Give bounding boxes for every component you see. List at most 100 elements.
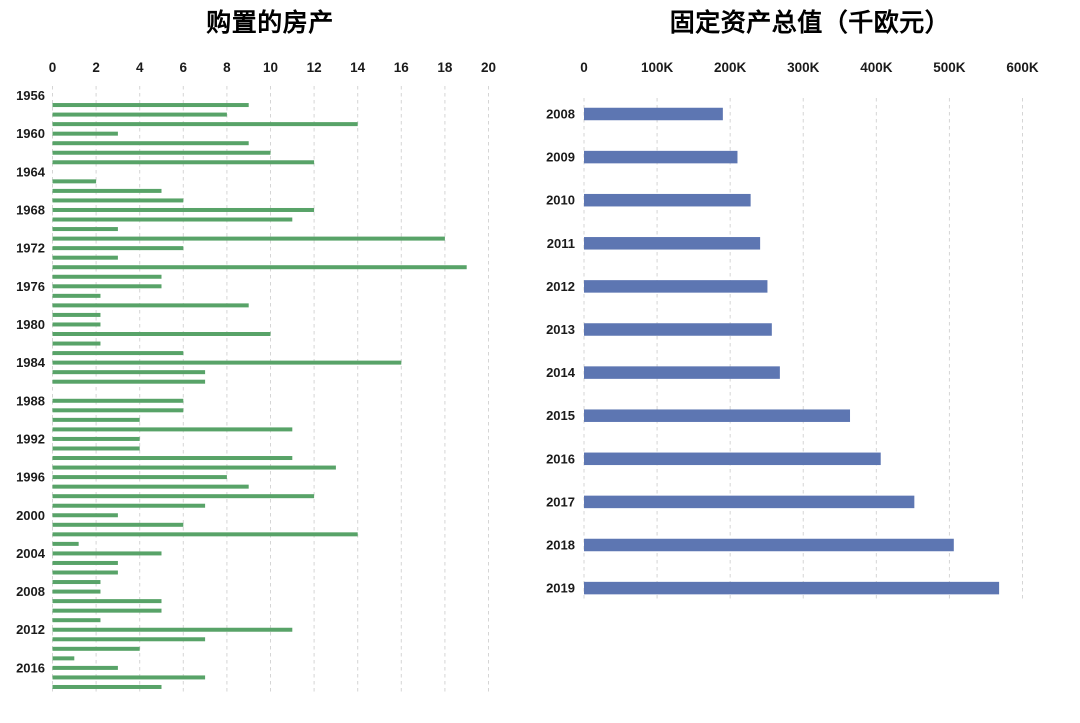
bar [52,427,293,432]
bar [52,599,162,604]
purchased-properties-chart: 购置的房产 0 2 4 6 8 10 12 14 16 18 20 1956 1960 1964 1968 1… [16,9,496,692]
y-tick-label: 2008 [16,584,45,599]
left-chart-title: 购置的房产 [206,9,334,37]
bar [52,646,140,651]
bar [52,494,315,499]
bar [52,131,118,136]
x-tick-label: 10 [263,60,278,75]
bar [584,495,915,509]
bar [584,150,738,164]
bar [52,417,140,422]
bar [52,684,162,689]
bar [52,150,271,155]
x-tick-label: 6 [180,60,188,75]
bar [52,608,162,613]
y-tick-label: 2008 [546,107,575,122]
bar [584,366,780,379]
bar [52,303,249,308]
fixed-assets-chart: 固定资产总值（千欧元） 0 100K 200K 300K 400K 500K 600K 200… [540,0,1080,723]
bar [52,570,118,575]
right-chart-title: 固定资产总值（千欧元） [669,9,951,37]
bar [584,107,723,121]
bar [52,618,101,623]
bar [52,656,75,661]
left-chart-plot: 0 2 4 6 8 10 12 14 16 18 20 1956 1960 1964 1968 1972 197… [16,60,496,692]
bar [52,589,101,594]
x-tick-label: 500K [933,60,966,75]
bar [52,122,358,127]
bar [52,408,184,413]
bar [52,255,118,260]
bar [52,580,101,585]
right-chart-plot: 0 100K 200K 300K 400K 500K 600K 2008 2009 2010 201… [546,60,1039,600]
x-tick-label: 400K [860,60,893,75]
bar [52,627,293,632]
bar [52,465,336,470]
bar [52,675,206,680]
y-tick-label: 2013 [546,322,575,337]
y-tick-label: 1972 [16,241,45,256]
bar [52,246,184,251]
y-tick-label: 2016 [546,451,575,466]
bar [52,103,249,108]
bar [52,141,249,146]
y-tick-label: 2004 [16,546,46,561]
bar [584,538,954,552]
bar [52,284,162,289]
y-tick-label: 1988 [16,393,45,408]
bar [52,560,118,565]
bar [52,522,184,527]
x-tick-label: 100K [641,60,674,75]
bar [584,193,751,207]
bar [52,112,227,117]
bar [52,532,358,537]
x-tick-label: 0 [580,60,588,75]
bar [52,513,118,518]
y-tick-label: 1956 [16,88,45,103]
bar [52,341,101,346]
y-tick-label: 2000 [16,508,45,523]
x-tick-label: 300K [787,60,820,75]
x-tick-label: 12 [307,60,322,75]
bar [52,475,227,480]
bar [52,217,293,222]
bar [52,207,315,212]
bar [52,637,206,642]
y-tick-label: 1964 [16,164,46,179]
x-tick-label: 200K [714,60,747,75]
bar [52,227,118,232]
y-tick-label: 2018 [546,538,575,553]
bar [52,198,184,203]
bar [52,236,445,241]
bar [52,436,140,441]
bar [52,360,402,365]
y-tick-label: 1992 [16,431,45,446]
x-tick-label: 2 [92,60,100,75]
y-tick-label: 2011 [547,236,575,251]
bar [52,370,206,375]
bar [52,312,101,317]
bar [52,446,140,451]
y-tick-label: 2019 [546,581,575,596]
y-tick-label: 1984 [16,355,46,370]
bar [52,484,249,489]
bar [52,274,162,279]
bar [52,265,467,270]
y-tick-label: 1996 [16,470,45,485]
bar [584,452,881,466]
y-tick-label: 1960 [16,126,45,141]
x-tick-label: 16 [394,60,410,75]
x-tick-label: 14 [350,60,366,75]
bar [584,409,851,422]
x-tick-label: 4 [136,60,144,75]
x-tick-label: 8 [223,60,231,75]
bar [52,322,101,327]
x-tick-label: 20 [481,60,496,75]
bar [52,665,118,670]
bar [52,293,101,298]
bar [584,280,768,293]
y-tick-label: 2012 [16,622,45,637]
bar [52,332,271,336]
bar [52,551,162,556]
